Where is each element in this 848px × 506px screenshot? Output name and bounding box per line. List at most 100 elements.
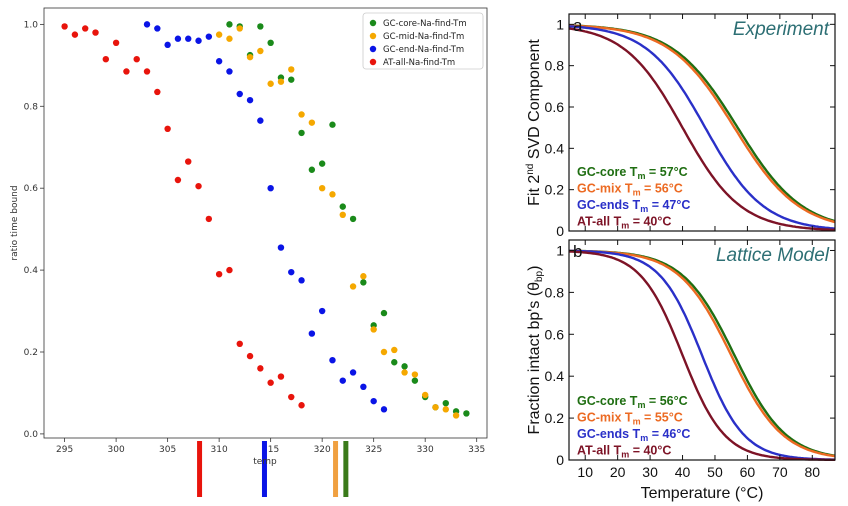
scatter-point xyxy=(267,80,274,87)
scatter-point xyxy=(380,309,388,317)
tm-annotation-label: GC-core T xyxy=(577,394,638,408)
y-axis-label-text-end: ) xyxy=(526,266,543,271)
scatter-point xyxy=(112,39,120,47)
scatter-point xyxy=(463,410,470,417)
melting-curve xyxy=(568,25,836,230)
scatter-point xyxy=(164,41,171,49)
legend-label: GC-core-Na-find-Tm xyxy=(383,19,467,29)
scatter-point xyxy=(339,203,346,210)
tm-annotation: GC-core Tm = 56°C xyxy=(577,394,688,410)
scatter-x-axis-label: temp xyxy=(253,457,277,467)
scatter-point xyxy=(432,404,439,411)
scatter-point xyxy=(215,31,223,38)
x-tick-label: 20 xyxy=(610,464,626,480)
y-tick-label: 0.6 xyxy=(545,99,565,115)
legend-marker xyxy=(369,45,377,53)
y-axis-label: Fit 2nd SVD Component xyxy=(525,39,543,206)
tm-annotation: AT-all Tm = 40°C xyxy=(577,215,671,231)
tm-annotation: GC-ends Tm = 47°C xyxy=(577,198,690,214)
y-tick-label: 1 xyxy=(556,242,564,258)
scatter-point xyxy=(205,33,213,40)
scatter-point xyxy=(298,402,305,409)
experiment-panel: 0 0.2 0.4 0.6 0.8 1 a Experiment Fit 2nd SVD Com… xyxy=(525,13,836,239)
scatter-point xyxy=(349,283,357,290)
y-axis-label-script: nd xyxy=(525,164,536,175)
tm-marker-bar xyxy=(261,441,267,497)
scatter-point xyxy=(215,58,223,65)
panel-frame xyxy=(568,239,836,461)
tm-annotation-value: = 46°C xyxy=(648,427,690,441)
y-tick-label: 0.2 xyxy=(545,410,565,426)
scatter-point xyxy=(339,211,346,219)
scatter-point xyxy=(71,31,79,38)
scatter-point xyxy=(452,412,460,419)
scatter-point xyxy=(329,191,336,198)
scatter-point xyxy=(380,348,388,356)
x-tick-label: 40 xyxy=(675,464,691,480)
scatter-point xyxy=(267,39,274,47)
scatter-y-tick-label: 1.0 xyxy=(24,20,39,30)
scatter-point xyxy=(380,406,388,413)
legend-label: GC-end-Na-find-Tm xyxy=(383,45,464,55)
tm-annotation-label: GC-ends T xyxy=(577,198,641,212)
scatter-point xyxy=(339,377,346,384)
scatter-point xyxy=(185,158,192,165)
scatter-x-tick-label: 315 xyxy=(262,445,279,455)
scatter-x-tick-label: 310 xyxy=(211,445,228,455)
tm-marker-bar xyxy=(197,441,203,497)
scatter-x-tick-label: 295 xyxy=(56,445,73,455)
tm-annotation-value: = 47°C xyxy=(648,198,690,212)
tm-annotation-value: = 57°C xyxy=(645,165,687,179)
scatter-point xyxy=(288,393,295,401)
scatter-point xyxy=(154,88,161,96)
scatter-point xyxy=(298,277,305,284)
y-tick-label: 0.8 xyxy=(545,58,565,74)
scatter-point xyxy=(360,273,367,280)
scatter-point xyxy=(308,166,316,173)
tm-annotation-value: = 40°C xyxy=(629,215,671,229)
scatter-point xyxy=(360,279,367,286)
tm-markers xyxy=(197,441,349,497)
scatter-point xyxy=(349,215,357,223)
x-tick-label: 80 xyxy=(805,464,821,480)
x-tick-label: 50 xyxy=(707,464,723,480)
legend-label: GC-mid-Na-find-Tm xyxy=(383,32,464,42)
panel-frame xyxy=(568,13,836,232)
tm-annotation: GC-mix Tm = 55°C xyxy=(577,411,683,427)
scatter-point xyxy=(318,184,326,192)
scatter-point xyxy=(226,35,233,42)
melting-curve xyxy=(569,249,835,461)
scatter-point xyxy=(401,369,408,376)
tm-annotation-value: = 40°C xyxy=(629,444,671,458)
tm-annotation-sub: m xyxy=(633,417,641,427)
scatter-x-tick-label: 325 xyxy=(365,445,382,455)
scatter-point xyxy=(174,35,182,42)
scatter-point xyxy=(277,78,285,85)
scatter-y-tick-label: 0.0 xyxy=(24,430,39,440)
scatter-point xyxy=(215,270,223,278)
tm-annotation: GC-ends Tm = 46°C xyxy=(577,427,690,443)
legend-marker xyxy=(369,19,377,27)
scatter-point xyxy=(318,160,326,167)
y-tick-label: 1 xyxy=(556,16,564,32)
panel-title: Lattice Model xyxy=(716,245,830,266)
x-tick-label: 70 xyxy=(772,464,788,480)
x-axis-label: Temperature (°C) xyxy=(641,485,764,502)
tm-annotation-value: = 55°C xyxy=(641,411,683,425)
y-axis-label-text-end: SVD Component xyxy=(526,39,543,164)
scatter-point xyxy=(370,397,377,405)
tm-annotation-label: GC-mix T xyxy=(577,182,633,196)
scatter-point xyxy=(401,363,408,370)
scatter-y-tick-label: 0.2 xyxy=(24,348,38,358)
scatter-y-tick-label: 0.8 xyxy=(24,102,39,112)
melting-curve xyxy=(568,250,835,461)
scatter-points xyxy=(61,21,470,419)
scatter-point xyxy=(133,55,140,63)
scatter-point xyxy=(236,90,243,98)
x-tick-label: 60 xyxy=(740,464,756,480)
scatter-point xyxy=(298,129,305,137)
y-tick-label: 0 xyxy=(556,452,564,468)
melting-curve xyxy=(569,24,836,224)
tm-marker-bar xyxy=(343,441,349,497)
